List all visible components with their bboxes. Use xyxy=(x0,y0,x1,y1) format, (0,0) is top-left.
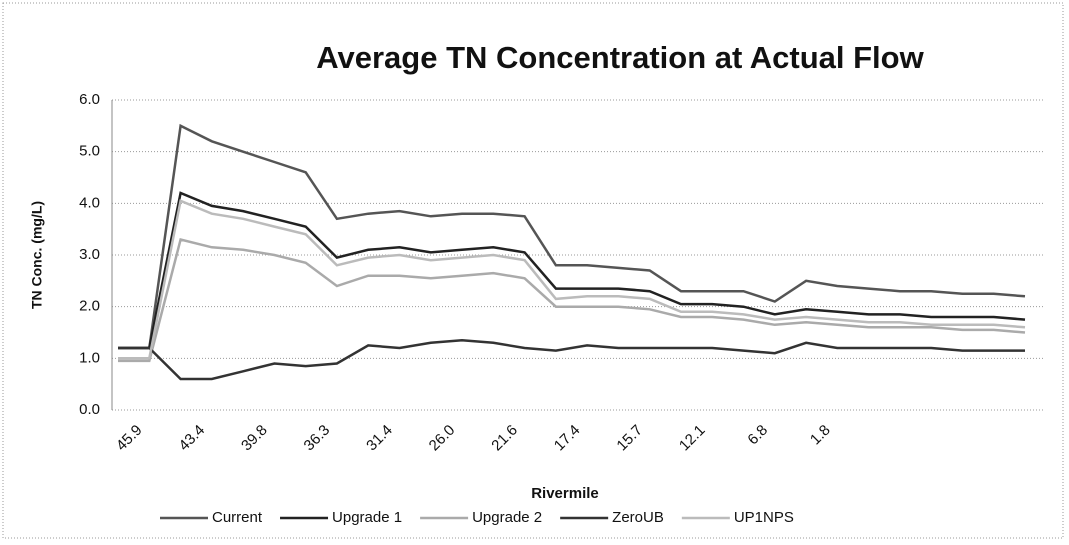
x-tick-label: 36.3 xyxy=(301,422,334,455)
x-tick-label: 31.4 xyxy=(363,422,396,455)
x-tick-label: 1.8 xyxy=(807,422,834,449)
legend-label: Upgrade 2 xyxy=(472,509,542,526)
legend-label: Current xyxy=(212,509,263,526)
x-tick-label: 39.8 xyxy=(238,422,271,455)
series-line xyxy=(118,191,1026,350)
series-line xyxy=(118,199,1026,360)
chart-border xyxy=(2,2,1064,539)
x-axis-label: Rivermile xyxy=(531,485,599,502)
y-tick-label: 0.0 xyxy=(79,401,100,418)
y-tick-label: 2.0 xyxy=(79,298,100,315)
x-tick-label: 12.1 xyxy=(676,422,709,455)
x-tick-label: 6.8 xyxy=(744,422,771,449)
y-tick-label: 5.0 xyxy=(79,143,100,160)
y-axis-label: TN Conc. (mg/L) xyxy=(29,201,45,309)
series-line xyxy=(118,339,1025,381)
legend-label: Upgrade 1 xyxy=(332,509,402,526)
y-tick-label: 6.0 xyxy=(79,91,100,108)
legend-label: UP1NPS xyxy=(734,509,794,526)
x-tick-label: 43.4 xyxy=(176,422,209,455)
series-line xyxy=(118,123,1026,350)
x-tick-label: 15.7 xyxy=(613,422,646,455)
series-line xyxy=(118,237,1026,363)
y-tick-label: 4.0 xyxy=(79,194,100,211)
x-tick-label: 26.0 xyxy=(426,422,459,455)
x-tick-label: 45.9 xyxy=(113,422,146,455)
x-tick-label: 21.6 xyxy=(488,422,521,455)
y-tick-label: 3.0 xyxy=(79,246,100,263)
chart-title: Average TN Concentration at Actual Flow xyxy=(316,40,924,75)
x-tick-label: 17.4 xyxy=(551,422,584,455)
legend-label: ZeroUB xyxy=(612,509,664,526)
y-tick-label: 1.0 xyxy=(79,349,100,366)
